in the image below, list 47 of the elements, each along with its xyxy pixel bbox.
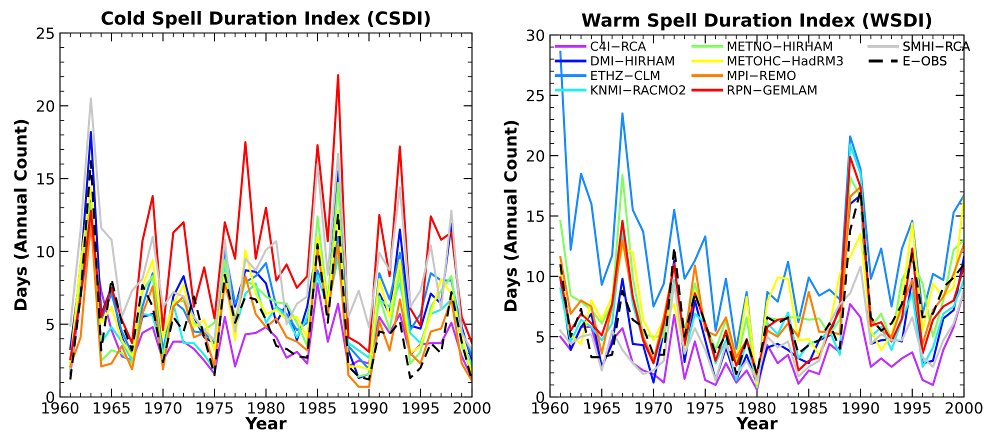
x-tick-label: 2000 — [946, 402, 982, 414]
x-tick-label: 1980 — [739, 402, 776, 414]
x-tick-label: 1975 — [687, 402, 724, 414]
legend-label: ETHZ−CLM — [591, 70, 660, 80]
chart-title: Cold Spell Duration Index (CSDI) — [102, 10, 430, 28]
x-tick-label: 1970 — [636, 402, 672, 414]
y-tick-label: 0 — [46, 391, 54, 404]
x-tick-label: 1990 — [842, 402, 879, 414]
y-tick-label: 5 — [536, 331, 544, 343]
legend-label: METOHC−HadRM3 — [728, 56, 843, 66]
y-axis-title: Days (Annual Count) — [504, 120, 520, 311]
x-tick-label: 1990 — [351, 402, 388, 414]
x-tick-label: 1995 — [402, 402, 439, 414]
line-series — [559, 266, 964, 382]
x-tick-label: 1965 — [94, 402, 130, 414]
x-tick-label: 1975 — [196, 402, 233, 414]
y-tick-label: 15 — [527, 210, 544, 222]
y-tick-label: 20 — [526, 150, 544, 162]
x-tick-label: 1960 — [532, 402, 568, 414]
legend-label: MPI−REMO — [728, 70, 796, 80]
y-tick-label: 25 — [526, 90, 544, 102]
legend-label: RPN−GEMLAM — [728, 85, 816, 95]
legend-label: E−OBS — [904, 56, 946, 66]
y-tick-label: 15 — [37, 173, 54, 185]
chart-title: Warm Spell Duration Index (WSDI) — [582, 12, 932, 30]
x-tick-label: 1980 — [248, 402, 284, 414]
y-tick-label: 20 — [36, 100, 54, 112]
y-axis-title: Days (Annual Count) — [14, 120, 30, 310]
x-tick-label: 1985 — [790, 402, 827, 414]
legend-label: METNO−HIRHAM — [728, 41, 832, 51]
x-tick-label: 1960 — [42, 402, 78, 414]
x-tick-label: 1995 — [894, 402, 930, 414]
y-tick-label: 0 — [536, 391, 544, 404]
legend-label: DMI−HIRHAM — [591, 56, 674, 66]
y-tick-label: 10 — [527, 270, 544, 282]
x-tick-label: 1985 — [300, 402, 336, 414]
legend-label: KNMI−RACMO2 — [591, 85, 686, 95]
y-tick-label: 25 — [36, 27, 54, 40]
x-tick-label: 1970 — [145, 402, 182, 414]
y-tick-label: 30 — [526, 29, 544, 42]
y-tick-label: 5 — [46, 318, 54, 330]
x-tick-label: 1965 — [584, 402, 620, 414]
y-tick-label: 10 — [37, 246, 54, 258]
x-tick-label: 2000 — [454, 402, 490, 414]
x-axis-title: Year — [736, 417, 778, 430]
x-axis-title: Year — [245, 417, 287, 430]
legend-label: C4I−RCA — [590, 41, 646, 51]
